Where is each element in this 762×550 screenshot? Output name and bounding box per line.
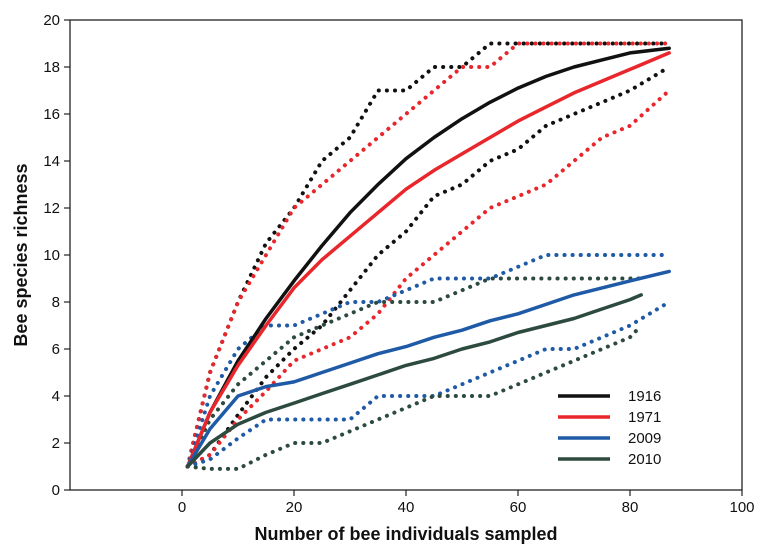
y-tick-label: 0 [52, 482, 60, 499]
y-tick-label: 12 [43, 200, 60, 217]
y-tick-label: 4 [52, 388, 60, 405]
legend-label-1916: 1916 [628, 388, 661, 405]
series-line-2009 [185, 269, 671, 469]
y-axis-ticks: 0 2 4 6 8 10 12 14 16 18 20 [43, 12, 70, 499]
x-tick-label: 100 [729, 499, 754, 516]
legend: 1916 1971 2009 2010 [558, 388, 661, 468]
y-tick-label: 14 [43, 153, 60, 170]
y-tick-label: 18 [43, 59, 60, 76]
ci-lower-line-2010 [185, 323, 644, 471]
x-tick-label: 60 [510, 499, 527, 516]
confidence-intervals [185, 41, 672, 471]
y-tick-label: 16 [43, 106, 60, 123]
series-line-2010 [185, 293, 643, 469]
x-tick-label: 80 [622, 499, 639, 516]
legend-label-1971: 1971 [628, 409, 661, 426]
x-axis-ticks: 0 20 40 60 80 100 [178, 490, 755, 516]
y-tick-label: 8 [52, 294, 60, 311]
x-axis-title: Number of bee individuals sampled [254, 524, 557, 544]
y-tick-label: 20 [43, 12, 60, 29]
series-line-1971 [185, 51, 671, 469]
ci-lower-line-1916 [185, 65, 672, 469]
y-tick-label: 6 [52, 341, 60, 358]
ci-lower-line-1971 [185, 88, 672, 469]
ci-upper-line-1971 [185, 41, 672, 469]
legend-label-2010: 2010 [628, 451, 661, 468]
legend-label-2009: 2009 [628, 430, 661, 447]
y-axis-title: Bee species richness [11, 163, 31, 346]
series-lines [185, 46, 671, 469]
x-tick-label: 40 [398, 499, 415, 516]
y-tick-label: 2 [52, 435, 60, 452]
x-tick-label: 0 [178, 499, 186, 516]
ci-upper-line-1916 [185, 41, 672, 469]
series-line-1916 [185, 46, 671, 469]
y-tick-label: 10 [43, 247, 60, 264]
x-tick-label: 20 [286, 499, 303, 516]
